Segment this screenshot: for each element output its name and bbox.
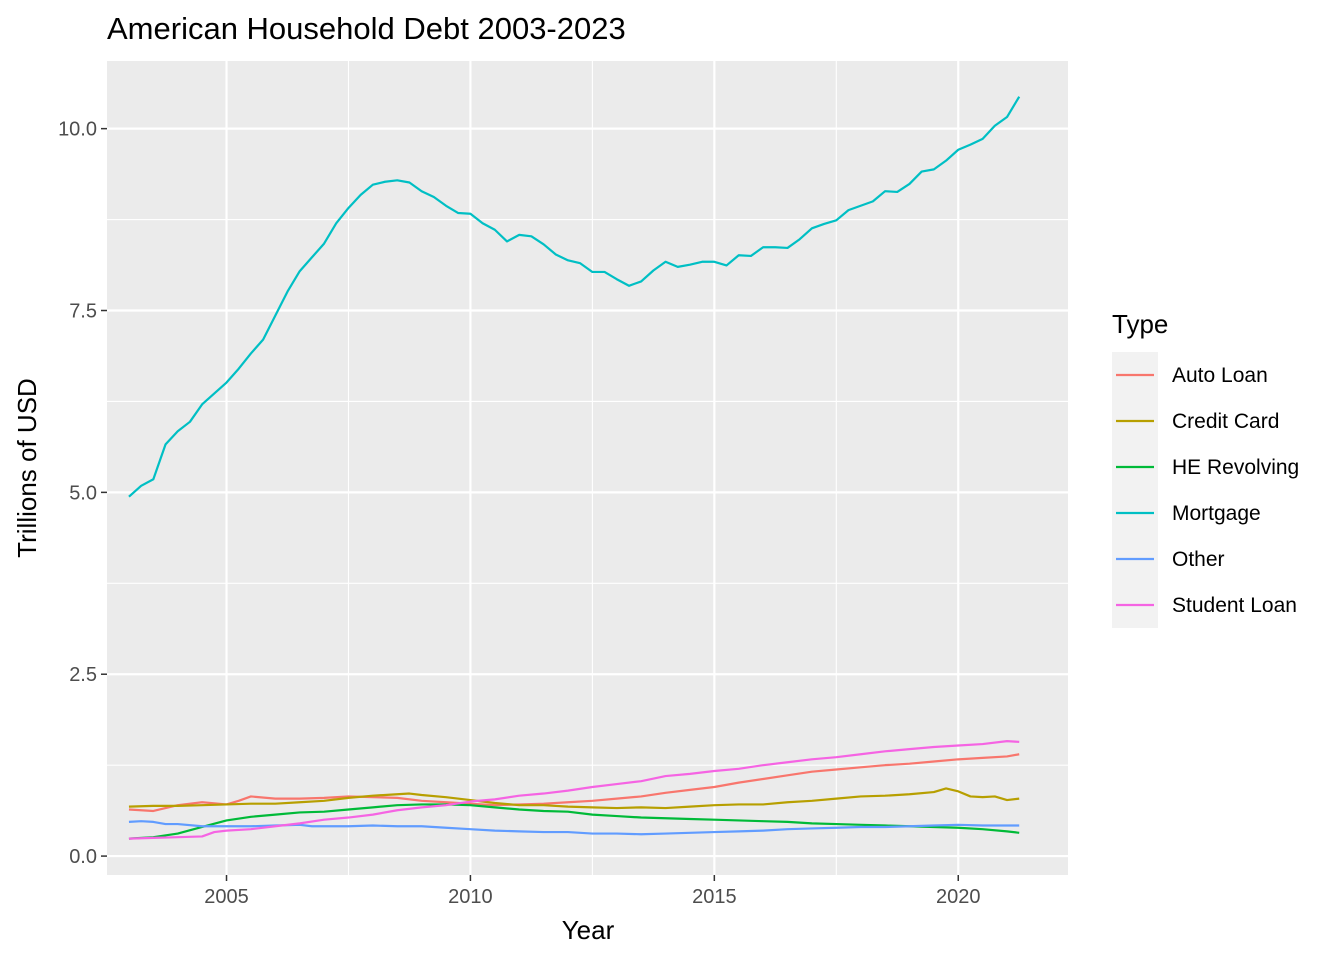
x-tick-label: 2010 [448,886,493,908]
y-axis: 0.0 2.5 5.0 7.5 10.0 [58,119,107,868]
series-lines [128,96,1021,840]
y-tick-label: 10.0 [58,119,97,141]
x-axis-title: Year [562,915,615,945]
legend-label: Student Loan [1172,594,1297,617]
y-tick-label: 0.0 [69,846,97,868]
legend-label: HE Revolving [1172,456,1299,479]
series-line-other [128,820,1020,836]
series-line-auto-loan [128,753,1020,813]
legend-label: Other [1172,548,1225,571]
legend-label: Credit Card [1172,410,1279,433]
legend-key-background [1112,352,1158,628]
series-line-mortgage [128,96,1021,498]
y-tick-label: 5.0 [69,482,97,504]
x-tick-label: 2015 [692,886,737,908]
minor-gridlines [107,61,1068,875]
legend: Type Auto Loan Credit Card HE Revolving Mor… [1112,309,1299,628]
major-gridlines [107,61,1068,875]
y-axis-title: Trillions of USD [12,378,42,558]
legend-title: Type [1112,309,1168,339]
x-tick-label: 2020 [936,886,981,908]
series-line-he-revolving [128,803,1020,840]
plot-panel [107,61,1068,875]
legend-items: Auto Loan Credit Card HE Revolving Mortgage… [1116,364,1299,617]
y-tick-label: 7.5 [69,301,97,323]
series-line-credit-card [128,787,1020,810]
chart-title: American Household Debt 2003-2023 [107,11,626,46]
series-line-student-loan [128,740,1020,840]
y-tick-label: 2.5 [69,664,97,686]
legend-label: Mortgage [1172,502,1261,525]
x-tick-label: 2005 [204,886,249,908]
legend-label: Auto Loan [1172,364,1268,387]
x-axis: 2005 2010 2015 2020 [204,875,980,908]
